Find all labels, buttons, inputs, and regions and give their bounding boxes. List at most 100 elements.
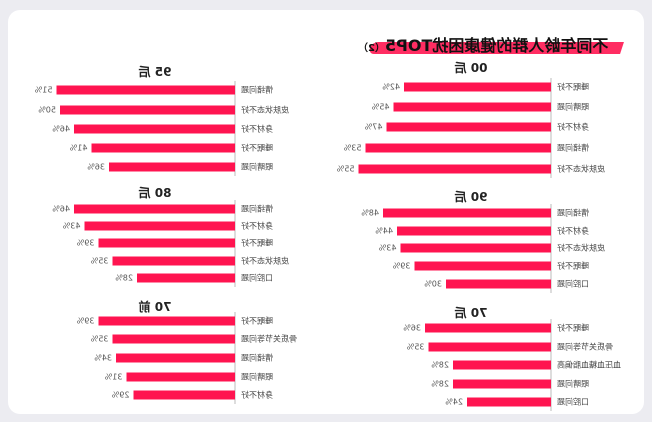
- category-label: 身材不好: [557, 122, 589, 132]
- panel-title-group: 95 后: [139, 64, 172, 79]
- bar: [428, 342, 551, 352]
- category-label-group: 身材不好: [241, 221, 273, 231]
- category-label: 身材不好: [241, 390, 273, 400]
- value-label-group: 39%: [76, 317, 94, 326]
- category-label-group: 眼睛问题: [557, 379, 589, 389]
- value-label: 46%: [52, 125, 70, 134]
- category-label-group: 睡眠不好: [557, 323, 589, 333]
- category-label-group: 身材不好: [557, 122, 589, 132]
- value-label: 50%: [38, 106, 56, 115]
- value-label: 51%: [34, 86, 52, 95]
- value-label-group: 36%: [87, 163, 105, 172]
- value-label: 35%: [90, 335, 108, 344]
- value-label: 39%: [392, 262, 410, 271]
- category-label-group: 情绪问题: [241, 204, 273, 214]
- value-label: 43%: [62, 222, 80, 231]
- category-label: 骨质关节等问题: [241, 334, 297, 344]
- value-label-group: 28%: [431, 361, 449, 370]
- category-label: 睡眠不好: [241, 238, 273, 248]
- category-label-group: 眼睛问题: [241, 372, 273, 382]
- bar: [109, 162, 235, 172]
- bar: [397, 226, 551, 236]
- value-label-group: 46%: [52, 125, 70, 134]
- bar: [400, 243, 551, 253]
- category-label: 眼睛问题: [241, 162, 273, 172]
- value-label-group: 39%: [76, 239, 94, 248]
- category-label: 血压血糖血脂偏高: [557, 360, 621, 370]
- bar: [446, 279, 551, 289]
- value-label: 46%: [52, 205, 70, 214]
- category-label: 皮肤状态不好: [557, 164, 605, 174]
- category-label-group: 皮肤状态不好: [557, 243, 605, 253]
- category-label-group: 口腔问题: [557, 279, 589, 289]
- value-label: 36%: [87, 163, 105, 172]
- bar: [425, 323, 551, 333]
- value-label: 55%: [336, 165, 354, 174]
- category-label: 眼睛问题: [557, 379, 589, 389]
- value-label: 36%: [403, 324, 421, 333]
- value-label: 39%: [76, 317, 94, 326]
- value-label-group: 28%: [115, 274, 133, 283]
- bar: [84, 221, 235, 231]
- category-label-group: 情绪问题: [557, 208, 589, 218]
- value-label-group: 39%: [392, 262, 410, 271]
- value-label: 24%: [445, 398, 463, 407]
- value-label-group: 46%: [52, 205, 70, 214]
- bar: [404, 82, 551, 92]
- value-label: 47%: [364, 123, 382, 132]
- value-label-group: 42%: [382, 83, 400, 92]
- category-label: 皮肤状态不好: [241, 256, 289, 266]
- value-label: 30%: [424, 280, 442, 289]
- value-label-group: 47%: [364, 123, 382, 132]
- value-label-group: 51%: [34, 86, 52, 95]
- bar: [467, 397, 551, 407]
- category-label: 情绪问题: [241, 85, 273, 95]
- value-label: 45%: [371, 103, 389, 112]
- category-label-group: 睡眠不好: [241, 316, 273, 326]
- category-label-group: 皮肤状态不好: [241, 105, 289, 115]
- bar: [365, 143, 551, 153]
- category-label-group: 骨质关节等问题: [557, 342, 613, 352]
- category-label: 身材不好: [241, 124, 273, 134]
- category-label-group: 口腔问题: [241, 273, 273, 283]
- panel-title-group: 90 后: [455, 189, 488, 204]
- category-label-group: 情绪问题: [241, 353, 273, 363]
- value-label: 31%: [104, 373, 122, 382]
- value-label-group: 35%: [90, 257, 108, 266]
- value-label: 39%: [76, 239, 94, 248]
- value-label-group: 36%: [403, 324, 421, 333]
- panel-title: 80 后: [139, 185, 172, 200]
- category-label: 皮肤状态不好: [241, 105, 289, 115]
- category-label-group: 皮肤状态不好: [241, 256, 289, 266]
- category-label-group: 眼睛问题: [241, 162, 273, 172]
- bar: [133, 390, 235, 400]
- bar: [74, 124, 235, 134]
- value-label-group: 45%: [371, 103, 389, 112]
- category-label: 口腔问题: [557, 279, 589, 289]
- value-label-group: 50%: [38, 106, 56, 115]
- bar: [414, 261, 551, 271]
- category-label: 睡眠不好: [557, 323, 589, 333]
- bar: [116, 353, 235, 363]
- value-label-group: 28%: [431, 380, 449, 389]
- value-label-group: 30%: [424, 280, 442, 289]
- bar: [358, 164, 551, 174]
- panel-title: 70 后: [455, 305, 488, 320]
- value-label-group: 35%: [406, 343, 424, 352]
- category-label: 骨质关节等问题: [557, 342, 613, 352]
- bar: [393, 102, 551, 112]
- category-label: 情绪问题: [557, 143, 589, 153]
- bar: [98, 316, 235, 326]
- category-label-group: 骨质关节等问题: [241, 334, 297, 344]
- panel-title: 95 后: [139, 64, 172, 79]
- panel-title-group: 80 后: [139, 185, 172, 200]
- category-label-group: 睡眠不好: [241, 143, 273, 153]
- category-label: 身材不好: [241, 221, 273, 231]
- bar: [137, 273, 235, 283]
- category-label-group: 睡眠不好: [557, 261, 589, 271]
- value-label-group: 41%: [69, 144, 87, 153]
- category-label: 口腔问题: [241, 273, 273, 283]
- value-label: 48%: [361, 209, 379, 218]
- category-label: 身材不好: [557, 226, 589, 236]
